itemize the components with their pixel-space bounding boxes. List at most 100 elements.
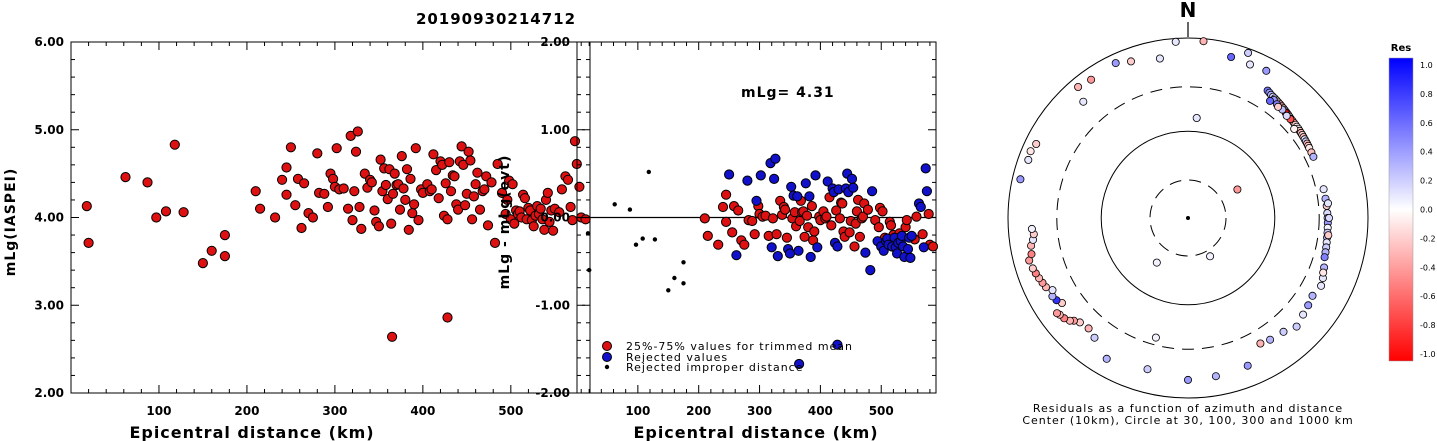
- data-point: [612, 202, 617, 207]
- data-point: [867, 186, 878, 197]
- residual-point: [1274, 102, 1283, 111]
- data-point: [927, 241, 939, 252]
- polar-caption-line-2: Center (10km), Circle at 30, 100, 300 an…: [1022, 414, 1353, 427]
- data-point: [915, 201, 926, 213]
- residual-point: [1074, 83, 1083, 92]
- data-point: [801, 210, 813, 221]
- data-point: [565, 201, 576, 213]
- data-point: [387, 331, 398, 342]
- data-point: [920, 163, 931, 174]
- data-point: [467, 214, 478, 225]
- colorbar: Res 1.0 0.8 0.6 0.4 0.2 0.0 -0.2 -0.4 -0.6 -0.8 -1…: [1388, 43, 1436, 362]
- colorbar-tick-label: 1.0: [1420, 61, 1433, 70]
- data-point: [749, 229, 760, 240]
- distance-ring: [1007, 37, 1369, 399]
- data-point: [846, 173, 858, 184]
- data-point: [445, 186, 457, 197]
- data-point: [587, 267, 592, 273]
- data-point: [369, 205, 380, 216]
- data-point: [921, 186, 933, 197]
- residual-point: [1206, 252, 1215, 261]
- data-point: [832, 339, 843, 350]
- residual-point: [1324, 199, 1333, 208]
- data-point: [178, 207, 189, 218]
- residual-point: [1199, 37, 1208, 46]
- data-point: [375, 154, 386, 165]
- data-point: [169, 139, 180, 150]
- data-point: [672, 275, 677, 281]
- data-point: [699, 213, 710, 224]
- residual-point: [1028, 264, 1037, 273]
- data-point: [574, 181, 585, 192]
- data-point: [281, 189, 292, 200]
- residual-point: [1032, 139, 1041, 148]
- data-point: [519, 193, 531, 204]
- data-point: [468, 191, 479, 202]
- polar-center: [1186, 216, 1190, 220]
- residual-point: [1317, 281, 1326, 290]
- data-point: [219, 251, 230, 262]
- data-point: [812, 242, 823, 253]
- y-tick-label: -1.00: [535, 298, 570, 312]
- data-point: [403, 224, 414, 235]
- data-point: [120, 172, 131, 183]
- residual-point: [1256, 339, 1265, 348]
- data-point: [250, 186, 261, 197]
- data-point: [780, 204, 791, 215]
- data-point: [331, 143, 342, 154]
- data-point: [81, 201, 92, 212]
- residual-point: [1244, 48, 1253, 57]
- colorbar-tick-label: 0.6: [1420, 119, 1433, 128]
- y-tick-label: -2.00: [535, 386, 570, 400]
- x-tick-label: 300: [747, 404, 772, 418]
- data-point: [826, 220, 837, 231]
- x-axis-label: Epicentral distance (km): [633, 423, 878, 441]
- data-point: [633, 242, 639, 247]
- data-point: [219, 230, 230, 241]
- data-point: [350, 146, 362, 157]
- data-point: [299, 178, 310, 189]
- data-point: [809, 226, 820, 237]
- residual-point: [1266, 96, 1275, 105]
- residual-point: [1211, 372, 1220, 381]
- data-point: [832, 241, 843, 252]
- data-point: [507, 179, 518, 190]
- data-point: [646, 169, 651, 175]
- residual-point: [1319, 268, 1328, 277]
- data-point: [465, 155, 476, 166]
- data-point: [848, 182, 859, 193]
- residual-point: [1053, 309, 1062, 318]
- residual-point: [1171, 37, 1180, 46]
- data-point: [769, 173, 780, 184]
- residual-point: [1027, 224, 1036, 233]
- data-point: [206, 245, 217, 256]
- residual-point: [1143, 365, 1152, 374]
- residual-point: [1027, 250, 1036, 259]
- residual-point: [1325, 213, 1334, 222]
- data-point: [142, 177, 153, 188]
- data-point: [755, 170, 766, 181]
- data-point: [772, 251, 783, 262]
- data-point: [580, 214, 591, 225]
- distance-ring: [1056, 86, 1320, 350]
- y-tick-label: 5.00: [34, 123, 64, 137]
- data-point: [721, 189, 732, 200]
- data-point: [463, 146, 474, 157]
- data-point: [405, 173, 416, 184]
- data-point: [822, 176, 833, 187]
- residual-point: [1151, 333, 1160, 342]
- data-point: [474, 204, 486, 215]
- data-point: [793, 245, 804, 256]
- data-point: [394, 204, 406, 215]
- data-point: [917, 229, 928, 240]
- data-point: [479, 184, 490, 195]
- data-point: [742, 175, 753, 186]
- residual-point: [1266, 335, 1275, 344]
- data-point: [885, 220, 897, 231]
- y-axis-label: mLg - mLg(evt): [497, 155, 513, 290]
- x-tick-label: 500: [869, 404, 894, 418]
- x-tick-label: 200: [234, 404, 259, 418]
- data-point: [428, 149, 439, 160]
- distance-ring: [1100, 130, 1276, 306]
